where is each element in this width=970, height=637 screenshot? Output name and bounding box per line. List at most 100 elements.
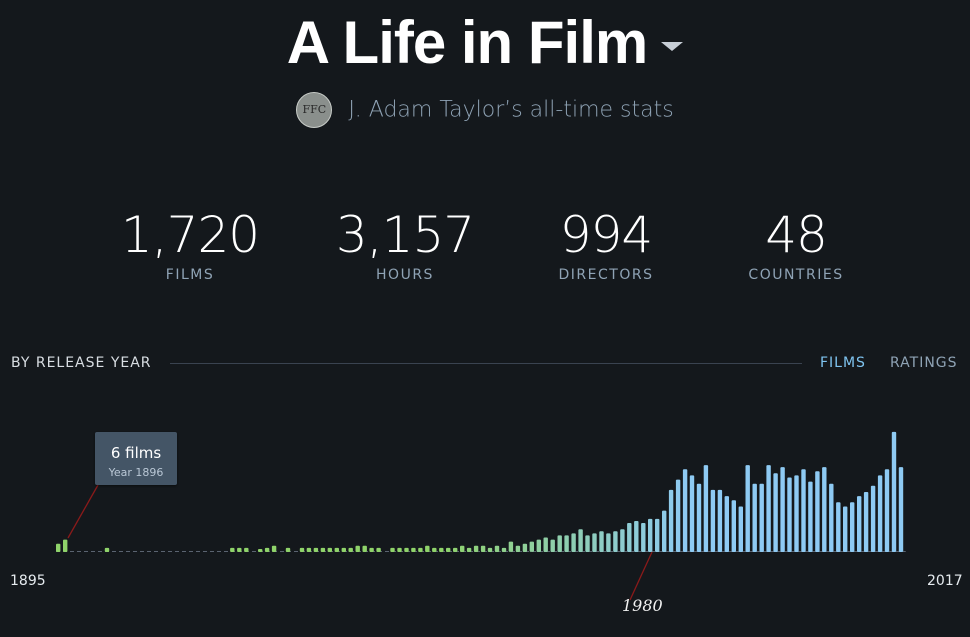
chart-bar-2007[interactable]: [836, 502, 841, 552]
chart-bar-1945[interactable]: [404, 547, 409, 552]
chart-bar-1993[interactable]: [738, 506, 743, 553]
avatar[interactable]: FFC: [296, 92, 333, 128]
chart-bar-2001[interactable]: [794, 475, 799, 552]
chart-bar-1963[interactable]: [529, 541, 534, 552]
chart-bar-1930[interactable]: [299, 547, 305, 552]
chart-bar-2003[interactable]: [808, 481, 813, 552]
chart-bar-1981[interactable]: [655, 518, 660, 552]
chart-bar-1949[interactable]: [432, 547, 437, 552]
chart-bar-1990[interactable]: [717, 489, 723, 552]
tab-ratings[interactable]: RATINGS: [890, 355, 958, 371]
chart-bar-1971[interactable]: [585, 535, 590, 552]
chart-bar-1938[interactable]: [355, 545, 360, 552]
chart-bar-1988[interactable]: [703, 465, 709, 552]
chart-bar-2012[interactable]: [870, 485, 876, 552]
chart-bar-1956[interactable]: [480, 545, 486, 552]
chart-bar-1944[interactable]: [397, 547, 402, 552]
chart-bar-1941[interactable]: [376, 547, 381, 552]
chart-bar-1924[interactable]: [258, 549, 263, 552]
chart-bar-1980[interactable]: [648, 518, 653, 552]
chart-bar-1999[interactable]: [780, 467, 785, 552]
chart-bar-1952[interactable]: [453, 547, 458, 552]
chart-bar-1994[interactable]: [745, 465, 750, 552]
chart-bar-2009[interactable]: [850, 502, 855, 552]
chart-bar-1921[interactable]: [237, 547, 242, 552]
chart-bar-1940[interactable]: [369, 547, 374, 552]
chart-bar-1997[interactable]: [766, 465, 771, 552]
chart-bar-1984[interactable]: [675, 479, 681, 552]
chart-bar-1962[interactable]: [522, 543, 528, 552]
chart-bar-2005[interactable]: [822, 467, 827, 552]
chart-bar-1958[interactable]: [494, 545, 500, 552]
chart-bar-1931[interactable]: [306, 547, 312, 552]
chart-bar-1976[interactable]: [620, 529, 625, 552]
chart-bar-1961[interactable]: [515, 545, 521, 552]
chart-bar-2002[interactable]: [801, 469, 806, 552]
chart-bar-1922[interactable]: [244, 547, 249, 552]
chart-bar-1965[interactable]: [543, 537, 548, 553]
chart-bar-1989[interactable]: [710, 489, 716, 552]
chart-bar-1968[interactable]: [564, 535, 569, 552]
chart-bar-1974[interactable]: [606, 533, 611, 552]
chart-bar-1982[interactable]: [662, 510, 667, 552]
chart-bar-1926[interactable]: [271, 545, 277, 552]
chart-bar-1960[interactable]: [508, 541, 514, 552]
chart-bar-1950[interactable]: [439, 547, 444, 552]
chart-bar-1975[interactable]: [613, 531, 618, 552]
chart-bar-1967[interactable]: [557, 535, 562, 552]
chart-bar-1936[interactable]: [341, 547, 346, 552]
chart-bar-2014[interactable]: [884, 469, 890, 552]
chart-bar-1895[interactable]: [56, 543, 61, 552]
chart-bar-2006[interactable]: [829, 483, 834, 552]
chart-bar-1973[interactable]: [599, 531, 604, 552]
tab-films[interactable]: FILMS: [820, 355, 866, 371]
chart-bar-1948[interactable]: [425, 545, 430, 552]
chart-bar-1946[interactable]: [411, 547, 416, 552]
chart-bar-1995[interactable]: [752, 483, 757, 552]
chart-bar-1996[interactable]: [759, 483, 764, 552]
chart-bar-1937[interactable]: [348, 547, 353, 552]
chart-bar-1985[interactable]: [682, 469, 688, 552]
chart-bar-2016[interactable]: [898, 467, 904, 552]
chart-bar-2000[interactable]: [787, 477, 792, 553]
chart-bar-1983[interactable]: [668, 489, 674, 552]
chart-bar-1935[interactable]: [334, 547, 339, 552]
chart-bar-1947[interactable]: [418, 547, 423, 552]
chart-bar-1925[interactable]: [264, 547, 270, 552]
chart-bar-1966[interactable]: [550, 539, 555, 552]
chart-bar-1896[interactable]: [63, 539, 68, 552]
chart-bar-1987[interactable]: [696, 483, 702, 552]
chart-bar-1977[interactable]: [627, 523, 632, 552]
chart-bar-1928[interactable]: [285, 547, 291, 552]
chart-bar-1972[interactable]: [592, 533, 597, 552]
chart-bar-1932[interactable]: [313, 547, 319, 552]
chart-bar-1934[interactable]: [327, 547, 332, 552]
chart-bar-2015[interactable]: [891, 431, 897, 552]
chart-bar-1964[interactable]: [536, 539, 541, 552]
chart-bar-2004[interactable]: [815, 471, 820, 552]
chart-bar-1959[interactable]: [501, 547, 507, 552]
chart-bar-1920[interactable]: [230, 547, 235, 552]
chart-bar-1992[interactable]: [731, 500, 736, 552]
chart-bar-1953[interactable]: [460, 545, 465, 552]
chart-bar-1902[interactable]: [104, 547, 110, 552]
chart-bar-2011[interactable]: [863, 492, 869, 552]
chevron-down-icon[interactable]: [661, 42, 684, 51]
chart-bar-2013[interactable]: [877, 475, 883, 552]
chart-bar-1978[interactable]: [634, 521, 639, 552]
chart-bar-2008[interactable]: [843, 506, 848, 553]
chart-bar-1991[interactable]: [724, 496, 729, 552]
chart-bar-1986[interactable]: [689, 475, 695, 552]
chart-bar-1969[interactable]: [571, 533, 576, 552]
chart-bar-1951[interactable]: [446, 547, 451, 552]
chart-bar-1943[interactable]: [390, 547, 395, 552]
chart-bar-1954[interactable]: [466, 547, 472, 552]
chart-bar-1939[interactable]: [362, 545, 367, 552]
chart-bar-1933[interactable]: [320, 547, 326, 552]
chart-bar-2010[interactable]: [857, 496, 862, 552]
chart-bar-1970[interactable]: [578, 529, 583, 552]
chart-bar-1998[interactable]: [773, 473, 778, 552]
chart-bar-1957[interactable]: [487, 547, 493, 552]
subtitle[interactable]: J. Adam Taylor’s all-time stats: [348, 97, 674, 123]
chart-bar-1979[interactable]: [641, 523, 646, 552]
